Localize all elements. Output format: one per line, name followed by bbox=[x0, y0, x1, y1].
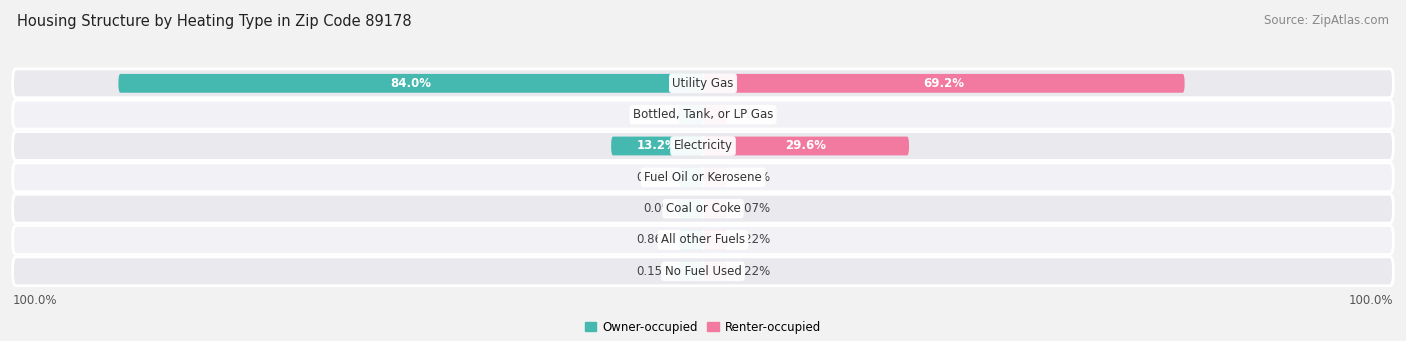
FancyBboxPatch shape bbox=[703, 105, 727, 124]
FancyBboxPatch shape bbox=[703, 231, 727, 249]
Text: Bottled, Tank, or LP Gas: Bottled, Tank, or LP Gas bbox=[633, 108, 773, 121]
FancyBboxPatch shape bbox=[13, 194, 1393, 223]
Text: 13.2%: 13.2% bbox=[637, 139, 678, 152]
FancyBboxPatch shape bbox=[679, 199, 703, 218]
Text: 1.3%: 1.3% bbox=[644, 108, 673, 121]
Text: 0.86%: 0.86% bbox=[636, 234, 673, 247]
Text: All other Fuels: All other Fuels bbox=[661, 234, 745, 247]
FancyBboxPatch shape bbox=[703, 74, 1185, 93]
Text: 0.07%: 0.07% bbox=[733, 202, 770, 215]
FancyBboxPatch shape bbox=[703, 199, 727, 218]
Text: 0.22%: 0.22% bbox=[733, 234, 770, 247]
Text: Utility Gas: Utility Gas bbox=[672, 77, 734, 90]
FancyBboxPatch shape bbox=[703, 262, 727, 281]
Text: 0.22%: 0.22% bbox=[733, 265, 770, 278]
Text: No Fuel Used: No Fuel Used bbox=[665, 265, 741, 278]
Text: Electricity: Electricity bbox=[673, 139, 733, 152]
Text: 100.0%: 100.0% bbox=[13, 294, 58, 307]
FancyBboxPatch shape bbox=[13, 132, 1393, 160]
Text: 69.2%: 69.2% bbox=[924, 77, 965, 90]
Text: Housing Structure by Heating Type in Zip Code 89178: Housing Structure by Heating Type in Zip… bbox=[17, 14, 412, 29]
Text: 0.55%: 0.55% bbox=[636, 171, 673, 184]
FancyBboxPatch shape bbox=[13, 226, 1393, 254]
FancyBboxPatch shape bbox=[679, 105, 703, 124]
Text: 84.0%: 84.0% bbox=[391, 77, 432, 90]
FancyBboxPatch shape bbox=[612, 137, 703, 155]
FancyBboxPatch shape bbox=[13, 100, 1393, 129]
Text: 29.6%: 29.6% bbox=[786, 139, 827, 152]
Text: 0.0%: 0.0% bbox=[644, 202, 673, 215]
Legend: Owner-occupied, Renter-occupied: Owner-occupied, Renter-occupied bbox=[579, 316, 827, 338]
FancyBboxPatch shape bbox=[13, 163, 1393, 192]
FancyBboxPatch shape bbox=[13, 69, 1393, 98]
Text: 0.48%: 0.48% bbox=[733, 171, 770, 184]
FancyBboxPatch shape bbox=[703, 168, 727, 187]
Text: Source: ZipAtlas.com: Source: ZipAtlas.com bbox=[1264, 14, 1389, 27]
Text: Coal or Coke: Coal or Coke bbox=[665, 202, 741, 215]
Text: 0.15%: 0.15% bbox=[636, 265, 673, 278]
Text: 100.0%: 100.0% bbox=[1348, 294, 1393, 307]
FancyBboxPatch shape bbox=[118, 74, 703, 93]
Text: 0.15%: 0.15% bbox=[733, 108, 770, 121]
FancyBboxPatch shape bbox=[679, 262, 703, 281]
FancyBboxPatch shape bbox=[679, 168, 703, 187]
FancyBboxPatch shape bbox=[13, 257, 1393, 286]
FancyBboxPatch shape bbox=[679, 231, 703, 249]
Text: Fuel Oil or Kerosene: Fuel Oil or Kerosene bbox=[644, 171, 762, 184]
FancyBboxPatch shape bbox=[703, 137, 910, 155]
